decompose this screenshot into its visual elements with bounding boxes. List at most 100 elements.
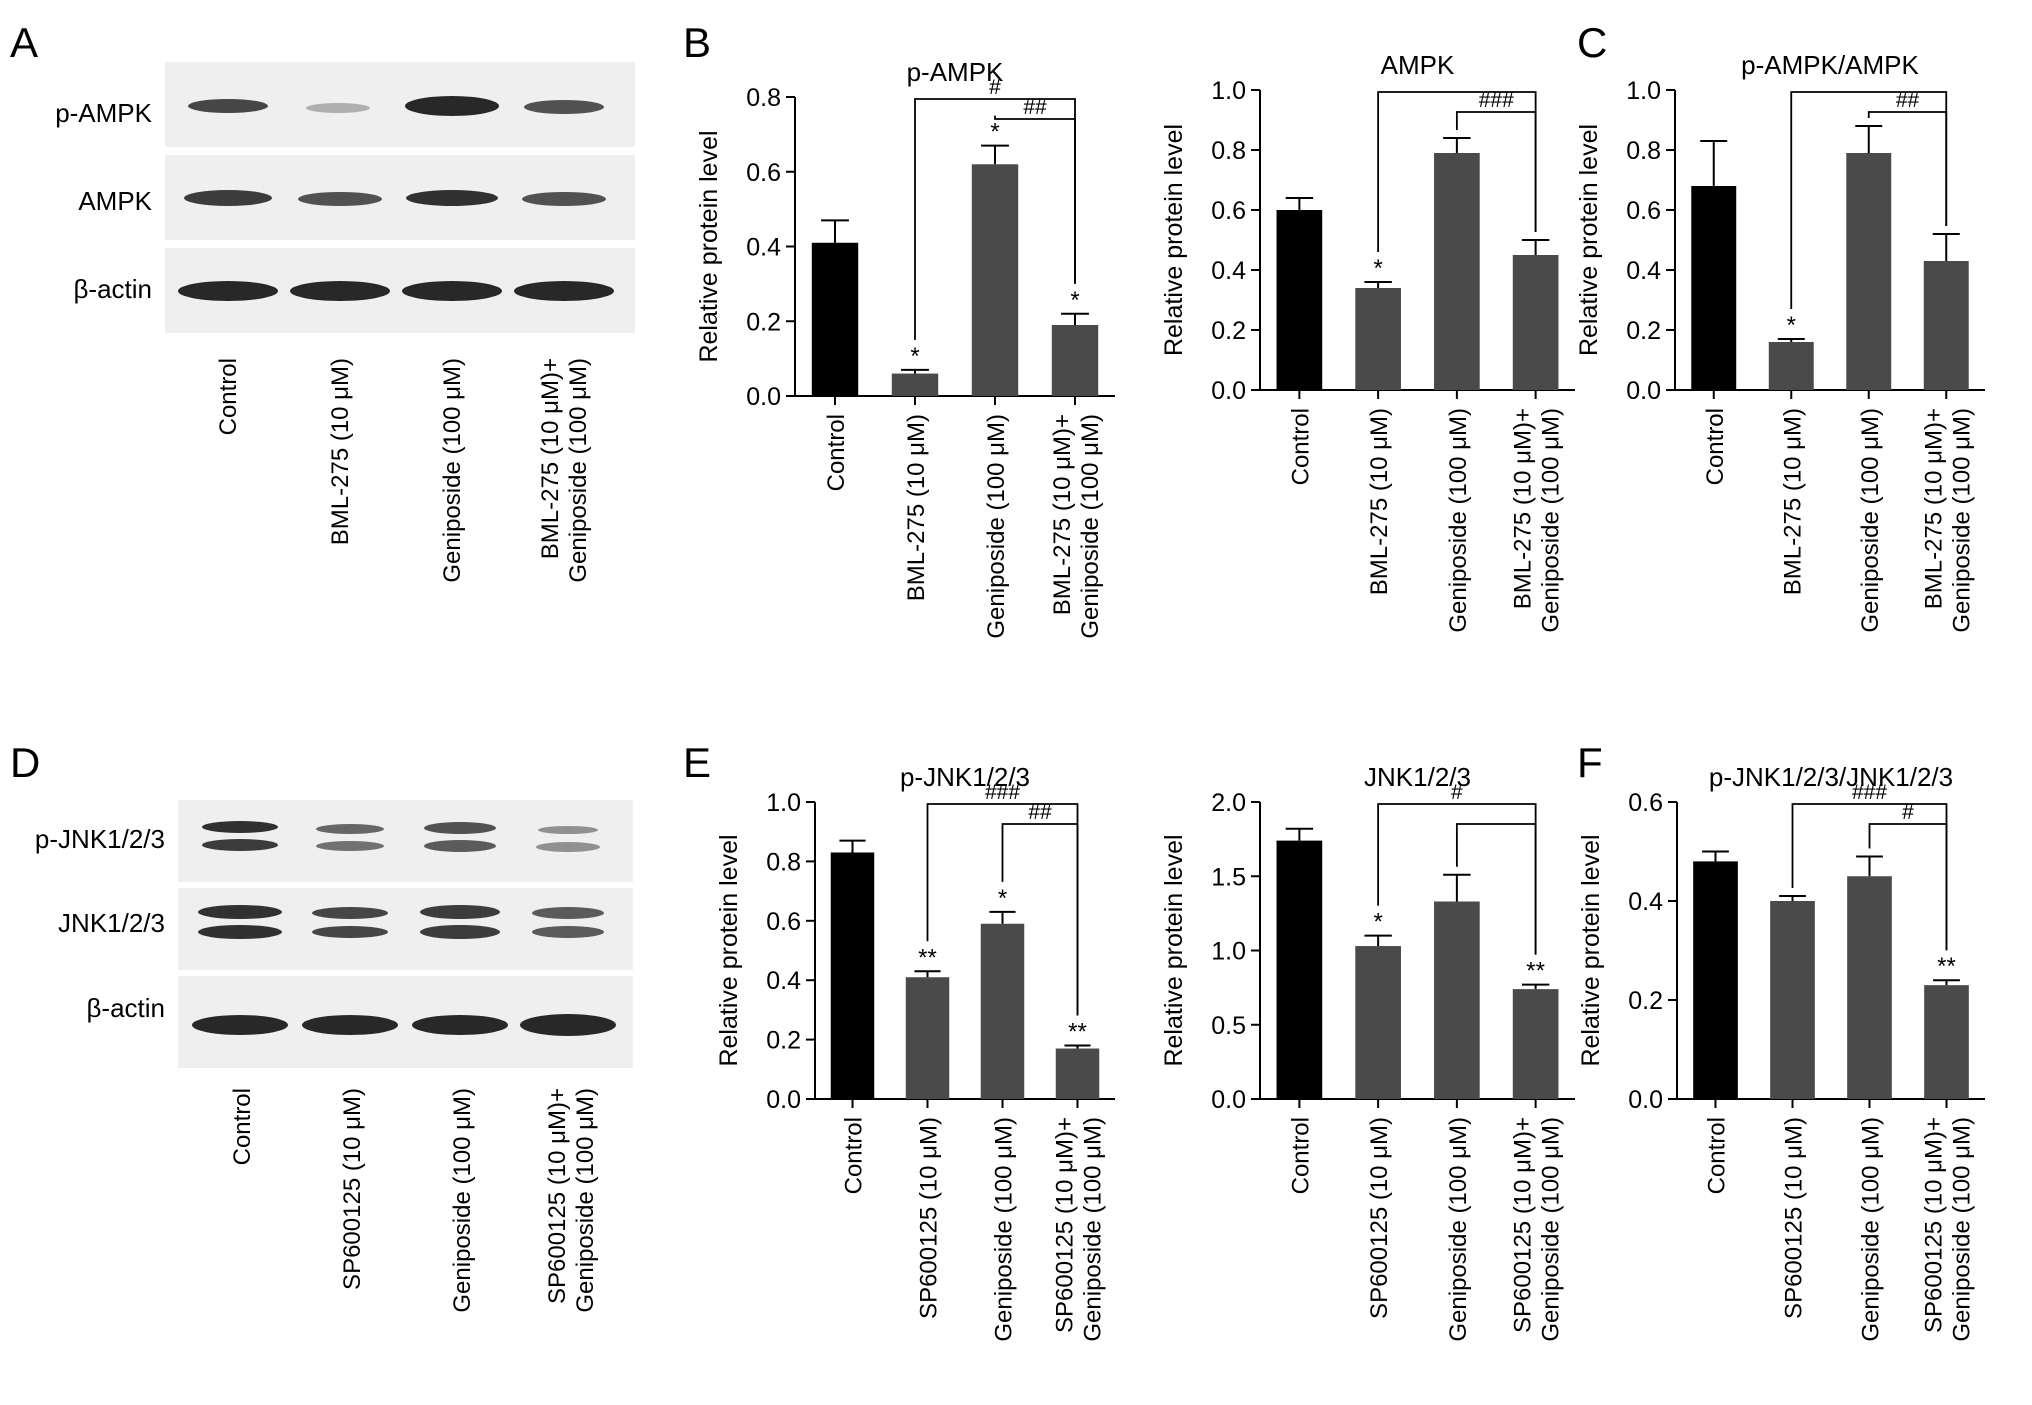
band <box>514 281 614 301</box>
y-tick-label: 0.0 <box>1211 377 1246 405</box>
band <box>316 824 384 834</box>
x-tick-label: Control <box>1287 1117 1314 1194</box>
bar <box>1770 901 1815 1099</box>
y-tick-label: 0.0 <box>766 1086 801 1114</box>
x-tick-label-line: SP600125 (10 μM) <box>1366 1117 1393 1319</box>
bar <box>1693 861 1738 1099</box>
comparison-label: # <box>1451 781 1463 804</box>
bar <box>1512 255 1559 390</box>
comparison-label: ## <box>1028 801 1052 824</box>
blot-label: AMPK <box>78 186 152 216</box>
significance-mark: * <box>1373 255 1382 282</box>
x-tick-label: BML-275 (10 μM)+Geniposide (100 μM) <box>1920 408 1975 633</box>
x-tick-label-line: Geniposide (100 μM) <box>1858 1117 1885 1342</box>
chart-p-jnk-ratio: p-JNK1/2/3/JNK1/2/3 Relative protein leve… <box>1577 762 1985 1342</box>
x-tick-label-line: BML-275 (10 μM) <box>903 414 930 601</box>
x-tick-label-line: BML-275 (10 μM) <box>1779 408 1806 595</box>
x-tick-label: BML-275 (10 μM) <box>903 414 930 601</box>
band <box>312 926 388 938</box>
y-tick-label: 0.5 <box>1211 1012 1246 1040</box>
comparison-label: # <box>989 76 1001 99</box>
y-axis-label: Relative protein level <box>1160 834 1188 1066</box>
y-tick-label: 1.0 <box>1211 938 1246 966</box>
x-tick-label-line: Geniposide (100 μM) <box>983 414 1010 639</box>
x-tick-label: SP600125 (10 μM) <box>1781 1117 1808 1319</box>
significance-mark: * <box>990 119 999 146</box>
bar <box>891 373 939 396</box>
x-tick-label: BML-275 (10 μM)+Geniposide (100 μM) <box>1510 408 1565 633</box>
significance-mark: ** <box>1937 953 1956 980</box>
bar <box>1924 985 1969 1099</box>
x-tick-label-line: SP600125 (10 μM) <box>1781 1117 1808 1319</box>
x-tick-label-line: Geniposide (100 μM) <box>1538 408 1565 633</box>
y-tick-label: 0.2 <box>1628 987 1663 1015</box>
band <box>405 96 499 116</box>
y-axis-label: Relative protein level <box>715 834 743 1066</box>
significance-mark: * <box>1070 287 1079 314</box>
x-tick-label-line: Control <box>841 1117 868 1194</box>
x-tick-label: Geniposide (100 μM) <box>1858 1117 1885 1342</box>
band <box>312 907 388 919</box>
band <box>188 99 268 113</box>
panel-letter-a: A <box>10 19 38 66</box>
comparison-label: ## <box>1896 89 1920 112</box>
comparison-label: ### <box>985 781 1020 804</box>
x-tick-label-line: Geniposide (100 μM) <box>1538 1117 1565 1342</box>
y-tick-label: 0.4 <box>766 967 801 995</box>
band <box>316 841 384 851</box>
chart-ampk: AMPK Relative protein level 0.0 0.2 0.4 0.6 0.… <box>1160 50 1575 633</box>
x-tick-label: Geniposide (100 μM) <box>1445 1117 1472 1342</box>
bar <box>1434 153 1480 390</box>
x-tick-label: SP600125 (10 μM)+Geniposide (100 μM) <box>1510 1117 1565 1342</box>
band <box>420 905 500 919</box>
bar <box>980 923 1025 1099</box>
y-axis-label: Relative protein level <box>1577 834 1605 1066</box>
western-blot-d: p-JNK1/2/3 JNK1/2/3 β-actin Control SP60… <box>35 800 633 1313</box>
x-tick-label: Control <box>1704 1117 1731 1194</box>
panel-letter-b: B <box>683 19 711 66</box>
y-tick-label: 0.6 <box>1211 197 1246 225</box>
comparison-bracket <box>994 115 1076 284</box>
x-tick-label-line: SP600125 (10 μM)+ <box>1052 1117 1079 1333</box>
chart-jnk: JNK1/2/3 Relative protein level 0.0 0.5 1.0 1… <box>1160 762 1575 1342</box>
y-tick-label: 0.6 <box>1626 197 1661 225</box>
y-tick-label: 0.6 <box>746 159 781 187</box>
bar <box>1055 1048 1100 1099</box>
band <box>532 926 604 938</box>
chart-p-jnk: p-JNK1/2/3 Relative protein level 0.0 0.2 0.… <box>715 762 1115 1342</box>
y-tick-label: 0.0 <box>1626 377 1661 405</box>
x-tick-label-line: Geniposide (100 μM) <box>1948 408 1975 633</box>
chart-title: p-JNK1/2/3/JNK1/2/3 <box>1709 762 1953 792</box>
comparison-label: ## <box>1023 96 1047 119</box>
blot-label: p-AMPK <box>55 98 152 128</box>
y-tick-label: 0.4 <box>1628 888 1663 916</box>
x-tick-label-line: Geniposide (100 μM) <box>1857 408 1884 633</box>
x-tick-label-line: Geniposide (100 μM) <box>991 1117 1018 1342</box>
x-tick-label: Geniposide (100 μM) <box>1857 408 1884 633</box>
blot-label: JNK1/2/3 <box>58 908 165 938</box>
blot-group-label: Control <box>215 358 242 435</box>
band <box>290 281 390 301</box>
comparison-label: ### <box>1479 89 1514 112</box>
bar <box>1276 210 1323 390</box>
band <box>406 190 498 206</box>
band <box>198 905 282 919</box>
y-tick-label: 0.2 <box>766 1027 801 1055</box>
bar <box>1051 324 1099 396</box>
western-blot-a: p-AMPK AMPK β-actin Control BML-275 (10 … <box>55 62 635 583</box>
x-tick-label: SP600125 (10 μM) <box>916 1117 943 1319</box>
x-tick-label: Control <box>841 1117 868 1194</box>
comparison-label: # <box>1902 801 1914 824</box>
y-tick-label: 0.8 <box>1626 137 1661 165</box>
y-tick-label: 0.8 <box>1211 137 1246 165</box>
x-tick-label: Geniposide (100 μM) <box>983 414 1010 639</box>
band <box>412 1015 508 1035</box>
band <box>420 925 500 939</box>
chart-title: AMPK <box>1381 50 1455 80</box>
blot-group-label: BML-275 (10 μM) <box>327 358 354 545</box>
blot-group-label: Control <box>229 1088 256 1165</box>
bar <box>905 977 950 1099</box>
band <box>298 192 382 206</box>
y-axis-label: Relative protein level <box>695 130 723 362</box>
x-tick-label: SP600125 (10 μM) <box>1366 1117 1393 1319</box>
